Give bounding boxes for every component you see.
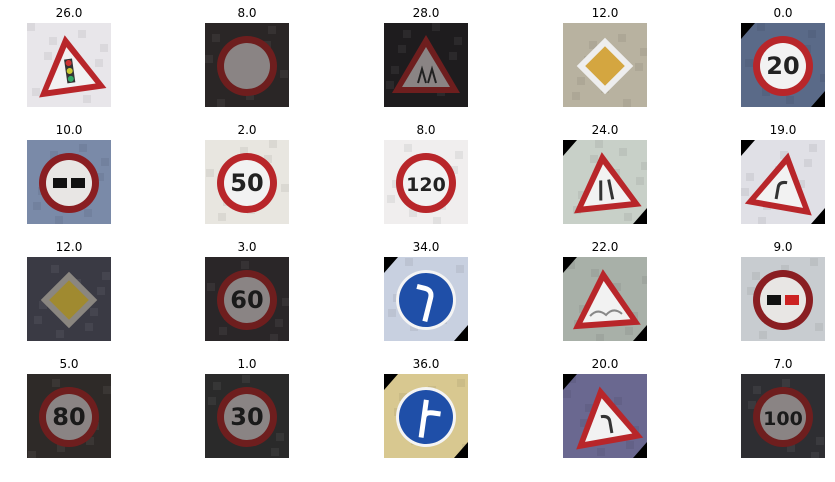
bumpy-road-sign-image: [563, 257, 647, 341]
class-label: 34.0: [412, 240, 440, 254]
sign-image: [384, 23, 468, 107]
sign-image: [27, 140, 111, 224]
sign-image: 100: [741, 374, 825, 458]
class-label: 28.0: [412, 6, 440, 20]
no-passing-trucks-sign-image: [27, 140, 111, 224]
sign-image: [563, 140, 647, 224]
class-label: 0.0: [773, 6, 793, 20]
curve-right-sign-image: [563, 374, 647, 458]
sign-image: [27, 23, 111, 107]
priority-road-sign-image: [563, 23, 647, 107]
sign-image: [741, 257, 825, 341]
class-label: 1.0: [237, 357, 257, 371]
speed-60-sign-image: 60: [205, 257, 289, 341]
class-label: 26.0: [55, 6, 83, 20]
class-label: 8.0: [237, 6, 257, 20]
go-straight-or-right-sign-image: [384, 374, 468, 458]
sign-image: [384, 257, 468, 341]
sign-image: 20: [741, 23, 825, 107]
svg-text:20: 20: [766, 52, 799, 80]
sign-image: 80: [27, 374, 111, 458]
class-label: 2.0: [237, 123, 257, 137]
svg-text:50: 50: [230, 169, 263, 197]
class-label: 10.0: [55, 123, 83, 137]
road-narrows-sign-image: [563, 140, 647, 224]
sign-image: 30: [205, 374, 289, 458]
class-label: 20.0: [591, 357, 619, 371]
priority-road-sign-image: [27, 257, 111, 341]
class-label: 12.0: [591, 6, 619, 20]
sign-image: [27, 257, 111, 341]
sign-image: [384, 374, 468, 458]
class-label: 24.0: [591, 123, 619, 137]
sign-image: [563, 257, 647, 341]
class-label: 22.0: [591, 240, 619, 254]
svg-text:120: 120: [406, 174, 446, 196]
speed-100-sign-image: 100: [741, 374, 825, 458]
speed-120-sign-image: 120: [384, 140, 468, 224]
curve-left-sign-image: [741, 140, 825, 224]
sign-image: [741, 140, 825, 224]
speed-50-sign-image: 50: [205, 140, 289, 224]
sign-image: [563, 374, 647, 458]
speed-80-sign-image: 80: [27, 374, 111, 458]
class-label: 19.0: [769, 123, 797, 137]
speed-20-sign-image: 20: [741, 23, 825, 107]
no-passing-sign-image: [741, 257, 825, 341]
sign-image: [205, 23, 289, 107]
class-label: 36.0: [412, 357, 440, 371]
sign-image: [563, 23, 647, 107]
class-label: 5.0: [59, 357, 79, 371]
svg-text:100: 100: [763, 408, 803, 430]
speed-30-sign-image: 30: [205, 374, 289, 458]
sign-image: 120: [384, 140, 468, 224]
speed-120-sign-image: [205, 23, 289, 107]
turn-left-ahead-sign-image: [384, 257, 468, 341]
children-crossing-sign-image: [384, 23, 468, 107]
class-label: 9.0: [773, 240, 793, 254]
svg-text:80: 80: [52, 403, 85, 431]
svg-text:60: 60: [230, 286, 263, 314]
class-label: 12.0: [55, 240, 83, 254]
class-label: 3.0: [237, 240, 257, 254]
class-label: 7.0: [773, 357, 793, 371]
sign-image: 50: [205, 140, 289, 224]
sign-image: 60: [205, 257, 289, 341]
svg-text:30: 30: [230, 403, 263, 431]
traffic-signals-warning-sign-image: [27, 23, 111, 107]
class-label: 8.0: [416, 123, 436, 137]
